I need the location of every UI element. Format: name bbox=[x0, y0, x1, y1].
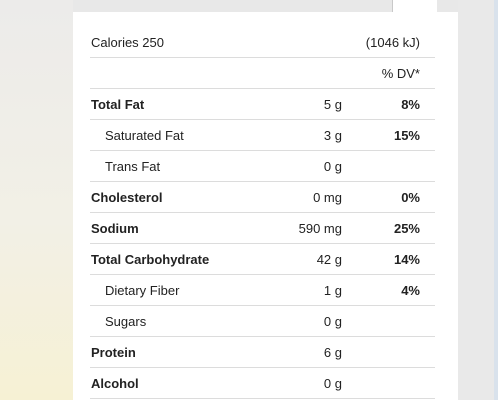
nutrient-name: Dietary Fiber bbox=[105, 283, 180, 298]
nutrient-name: Trans Fat bbox=[105, 159, 161, 174]
nutrient-row: Sodium 590 mg 25% bbox=[90, 213, 435, 244]
window-edge bbox=[494, 0, 498, 400]
right-background bbox=[458, 0, 498, 400]
nutrient-row: Sugars 0 g bbox=[90, 306, 435, 337]
nutrient-name: Cholesterol bbox=[91, 190, 163, 205]
calories-kj: (1046 kJ) bbox=[365, 35, 420, 50]
nutrient-rows: Total Fat 5 g 8% Saturated Fat 3 g 15% Trans F… bbox=[90, 89, 435, 399]
nutrient-dv: 15% bbox=[393, 128, 420, 143]
nutrient-dv: 4% bbox=[401, 283, 420, 298]
nutrient-amount: 0 mg bbox=[313, 190, 342, 205]
nutrient-dv: 0% bbox=[401, 190, 420, 205]
calories-label: Calories 250 bbox=[91, 35, 164, 50]
nutrient-amount: 5 g bbox=[323, 97, 342, 112]
nutrition-table: Calories 250 (1046 kJ) % DV* Total Fat 5 … bbox=[90, 27, 435, 399]
nutrient-name: Sugars bbox=[105, 314, 147, 329]
nutrient-amount: 42 g bbox=[316, 252, 342, 267]
nutrient-name: Alcohol bbox=[91, 376, 139, 391]
left-background bbox=[0, 0, 73, 400]
nutrient-amount: 0 g bbox=[323, 314, 342, 329]
nutrition-card: Calories 250 (1046 kJ) % DV* Total Fat 5 … bbox=[73, 12, 458, 400]
nutrient-name: Total Carbohydrate bbox=[91, 252, 210, 267]
nutrient-dv: 8% bbox=[401, 97, 420, 112]
nutrient-dv: 14% bbox=[393, 252, 420, 267]
calories-row: Calories 250 (1046 kJ) bbox=[90, 27, 435, 58]
nutrient-dv: 25% bbox=[393, 221, 420, 236]
dv-header-row: % DV* bbox=[90, 58, 435, 89]
dv-header: % DV* bbox=[381, 66, 420, 81]
nutrient-row: Saturated Fat 3 g 15% bbox=[90, 120, 435, 151]
nutrient-amount: 590 mg bbox=[298, 221, 342, 236]
nutrient-amount: 0 g bbox=[323, 376, 342, 391]
nutrient-name: Saturated Fat bbox=[105, 128, 184, 143]
nutrient-name: Total Fat bbox=[91, 97, 145, 112]
nutrient-row: Total Fat 5 g 8% bbox=[90, 89, 435, 120]
nutrient-row: Alcohol 0 g bbox=[90, 368, 435, 399]
nutrient-amount: 3 g bbox=[323, 128, 342, 143]
nutrient-row: Protein 6 g bbox=[90, 337, 435, 368]
nutrient-row: Dietary Fiber 1 g 4% bbox=[90, 275, 435, 306]
nutrient-row: Cholesterol 0 mg 0% bbox=[90, 182, 435, 213]
nutrient-row: Total Carbohydrate 42 g 14% bbox=[90, 244, 435, 275]
nutrient-amount: 6 g bbox=[323, 345, 342, 360]
nutrient-name: Sodium bbox=[91, 221, 139, 236]
nutrient-name: Protein bbox=[91, 345, 136, 360]
nutrient-amount: 1 g bbox=[323, 283, 342, 298]
nutrient-row: Trans Fat 0 g bbox=[90, 151, 435, 182]
nutrient-amount: 0 g bbox=[323, 159, 342, 174]
